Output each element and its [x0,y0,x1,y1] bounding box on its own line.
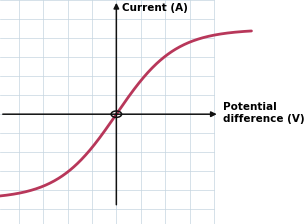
Text: Current (A): Current (A) [122,3,188,13]
Text: Potential
difference (V): Potential difference (V) [223,102,304,123]
